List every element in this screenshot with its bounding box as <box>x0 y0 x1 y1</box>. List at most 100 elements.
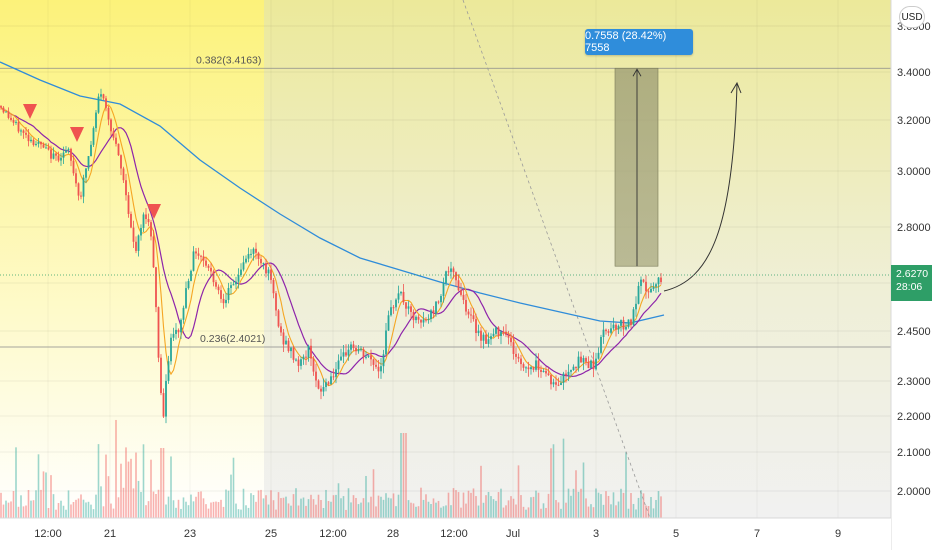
candle-body[interactable] <box>215 282 217 287</box>
candle-body[interactable] <box>407 306 410 309</box>
candle-body[interactable] <box>572 366 575 371</box>
candle-body[interactable] <box>212 271 215 283</box>
candle-body[interactable] <box>135 241 137 251</box>
candle-body[interactable] <box>475 319 477 334</box>
candle-body[interactable] <box>220 290 222 299</box>
candle-body[interactable] <box>405 302 407 309</box>
candle-body[interactable] <box>592 360 595 370</box>
candle-body[interactable] <box>412 311 415 321</box>
candle-body[interactable] <box>640 279 642 286</box>
candle-body[interactable] <box>247 253 250 259</box>
candle-body[interactable] <box>482 334 485 341</box>
candle-body[interactable] <box>97 96 100 113</box>
candle-body[interactable] <box>140 227 142 236</box>
candle-body[interactable] <box>377 366 380 372</box>
candle-body[interactable] <box>530 367 532 370</box>
candle-body[interactable] <box>207 265 210 268</box>
candle-body[interactable] <box>75 173 77 184</box>
candle-body[interactable] <box>237 274 240 282</box>
candle-body[interactable] <box>137 235 140 251</box>
candle-body[interactable] <box>145 214 147 220</box>
candle-body[interactable] <box>555 382 557 385</box>
candle-body[interactable] <box>340 356 342 361</box>
candle-body[interactable] <box>352 344 355 349</box>
candle-body[interactable] <box>605 329 607 332</box>
candle-body[interactable] <box>42 144 45 148</box>
candle-body[interactable] <box>427 318 430 321</box>
candle-body[interactable] <box>615 324 617 330</box>
candle-body[interactable] <box>582 358 585 363</box>
candle-body[interactable] <box>342 352 345 357</box>
candle-body[interactable] <box>7 111 10 118</box>
candle-body[interactable] <box>297 359 300 366</box>
candle-body[interactable] <box>570 370 572 372</box>
candle-body[interactable] <box>627 319 630 327</box>
candle-body[interactable] <box>357 349 360 352</box>
candle-body[interactable] <box>410 306 412 312</box>
candle-body[interactable] <box>417 316 420 320</box>
candle-body[interactable] <box>595 358 597 370</box>
candle-body[interactable] <box>177 329 180 333</box>
candle-body[interactable] <box>520 358 522 365</box>
candle-body[interactable] <box>335 369 337 377</box>
candle-body[interactable] <box>227 288 230 300</box>
candle-body[interactable] <box>387 315 390 331</box>
candle-body[interactable] <box>185 288 187 308</box>
candle-body[interactable] <box>105 98 107 108</box>
candle-body[interactable] <box>55 153 57 156</box>
candle-body[interactable] <box>550 375 552 385</box>
candle-body[interactable] <box>602 329 605 338</box>
candle-body[interactable] <box>217 286 220 291</box>
candle-body[interactable] <box>287 340 290 352</box>
candle-body[interactable] <box>160 357 162 394</box>
candle-body[interactable] <box>480 330 482 341</box>
candle-body[interactable] <box>60 157 62 161</box>
candle-body[interactable] <box>35 143 37 145</box>
candle-body[interactable] <box>597 352 600 359</box>
candle-body[interactable] <box>350 344 352 350</box>
candle-body[interactable] <box>415 316 417 321</box>
candle-body[interactable] <box>420 319 422 323</box>
candle-body[interactable] <box>72 160 75 174</box>
candle-body[interactable] <box>232 284 235 286</box>
candle-body[interactable] <box>280 326 282 333</box>
candle-body[interactable] <box>390 307 392 316</box>
candle-body[interactable] <box>310 345 312 359</box>
candle-body[interactable] <box>647 291 650 293</box>
candle-body[interactable] <box>492 333 495 337</box>
candle-body[interactable] <box>180 319 182 333</box>
candle-body[interactable] <box>260 258 262 264</box>
candle-body[interactable] <box>240 269 242 275</box>
candle-body[interactable] <box>67 148 70 151</box>
candle-body[interactable] <box>487 339 490 344</box>
candle-body[interactable] <box>307 345 310 358</box>
candle-body[interactable] <box>175 329 177 334</box>
candle-body[interactable] <box>617 325 620 330</box>
candle-body[interactable] <box>157 307 160 358</box>
candle-body[interactable] <box>507 334 510 338</box>
candle-body[interactable] <box>275 293 277 311</box>
candle-body[interactable] <box>45 147 47 149</box>
candle-body[interactable] <box>252 248 255 254</box>
candle-body[interactable] <box>435 301 437 314</box>
candle-body[interactable] <box>365 356 367 358</box>
candle-body[interactable] <box>345 352 347 356</box>
candle-body[interactable] <box>107 107 110 120</box>
candle-body[interactable] <box>40 141 42 145</box>
candle-body[interactable] <box>272 279 275 294</box>
candle-body[interactable] <box>607 331 610 333</box>
candle-body[interactable] <box>290 347 292 352</box>
candle-body[interactable] <box>587 361 590 369</box>
candle-body[interactable] <box>467 311 470 315</box>
moving-average-purple[interactable] <box>0 107 662 378</box>
candle-body[interactable] <box>562 373 565 383</box>
candle-body[interactable] <box>22 130 25 133</box>
candle-body[interactable] <box>632 309 635 325</box>
candle-body[interactable] <box>267 269 270 274</box>
candle-body[interactable] <box>300 359 302 366</box>
candle-body[interactable] <box>472 315 475 320</box>
candle-body[interactable] <box>547 373 550 376</box>
candle-body[interactable] <box>262 263 265 265</box>
candle-body[interactable] <box>50 149 52 159</box>
